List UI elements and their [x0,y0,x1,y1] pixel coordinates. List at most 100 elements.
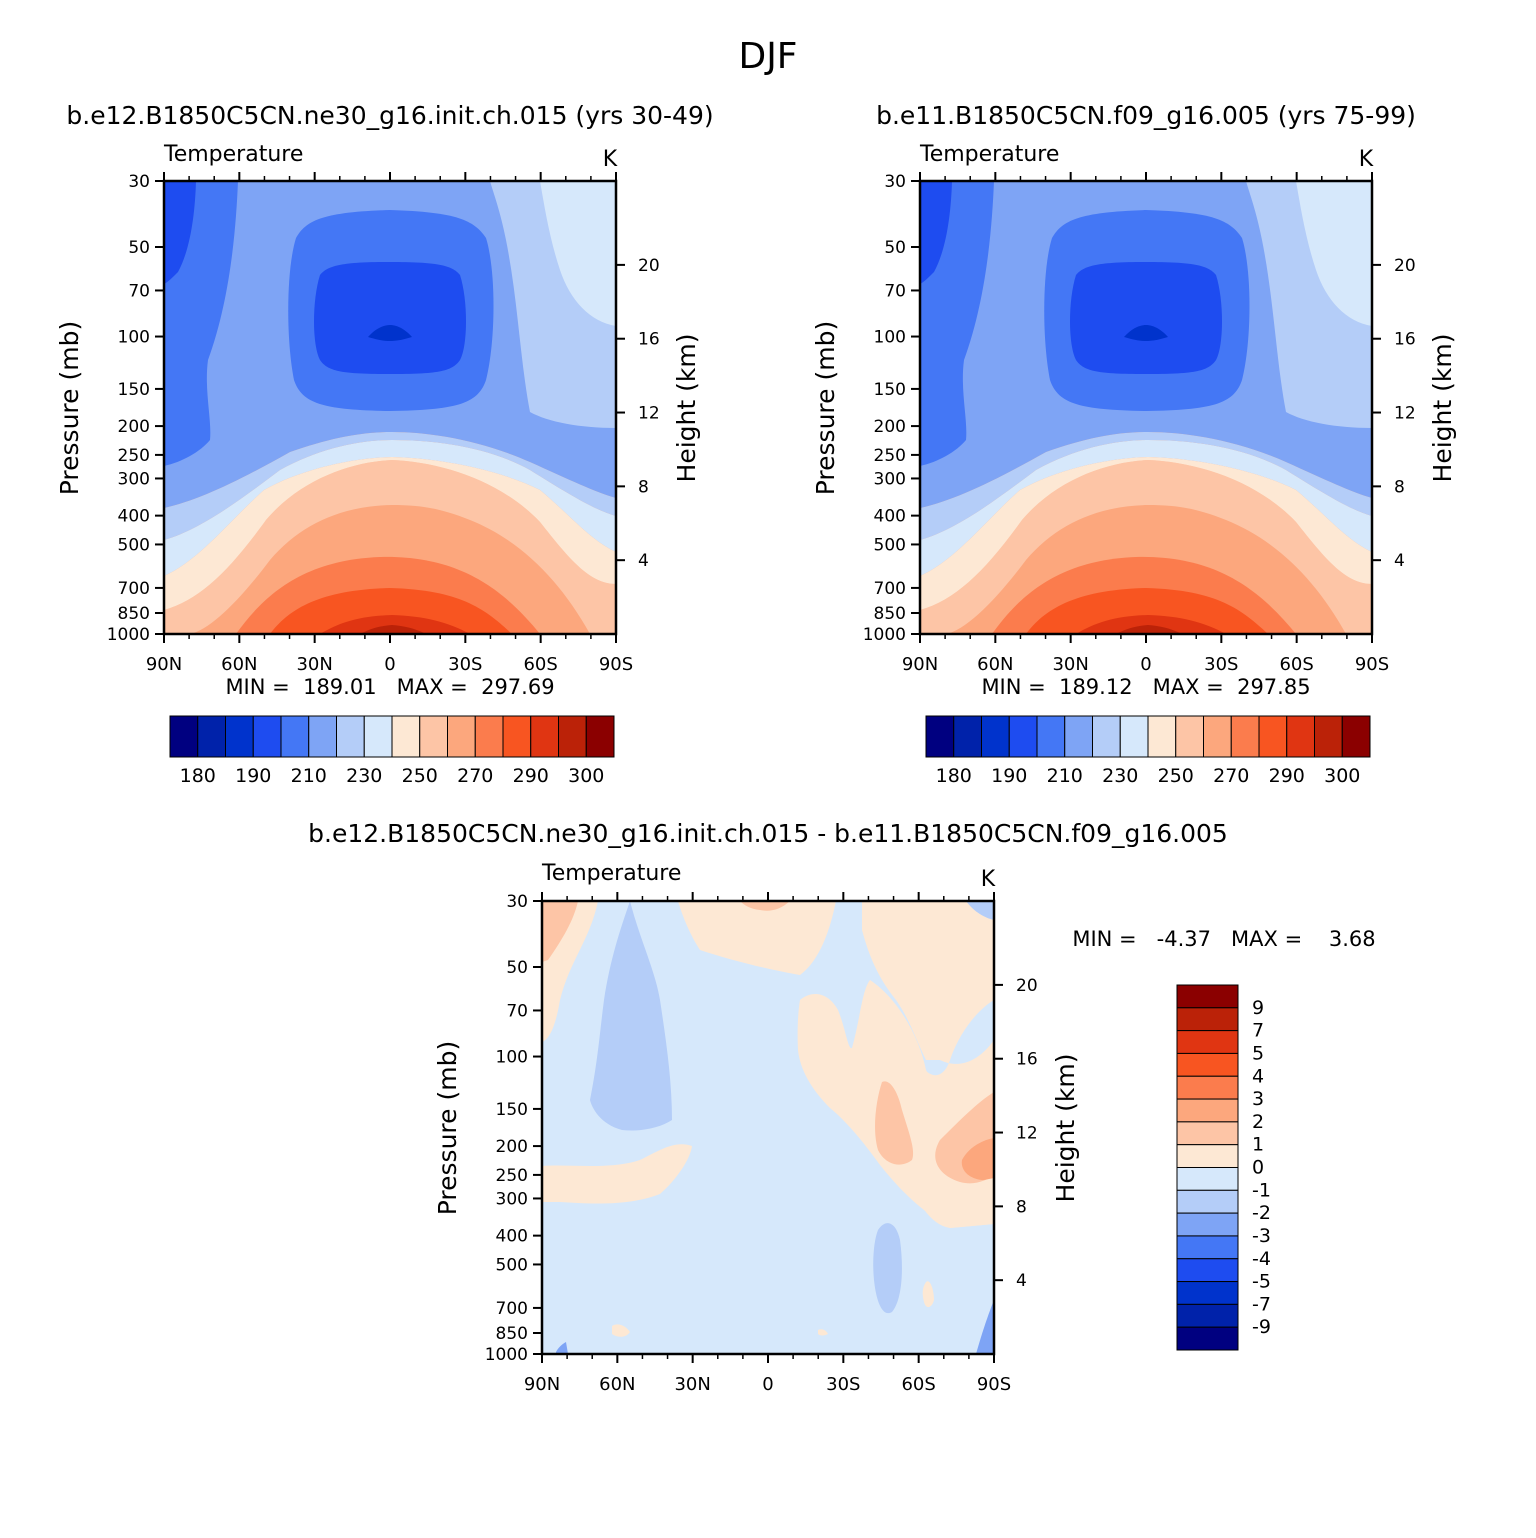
x-tick-label: 0 [384,654,395,675]
contour-band [164,460,616,634]
colorbar-swatch [225,715,254,758]
contour-band [1116,625,1182,634]
panel-1-title: b.e12.B1850C5CN.ne30_g16.init.ch.015 (yr… [66,101,713,130]
panel-model-2: b.e11.B1850C5CN.f09_g16.005 (yrs 75-99) … [811,101,1457,787]
panel-2-colorbar: 180 190 210 230 250 270 290 300 [925,715,1371,787]
colorbar-label: 190 [991,765,1027,787]
right-tick-label: 20 [638,256,660,276]
right-tick-label: 20 [1394,256,1416,276]
colorbar-label: 290 [1269,765,1305,787]
right-tick-label: 16 [1394,330,1416,350]
colorbar-label: 290 [513,765,549,787]
x-tick-label: 30S [1204,654,1238,675]
y-tick-label: 300 [118,469,150,489]
right-tick-label: 12 [1016,1124,1038,1144]
x-tick-label: 90N [902,654,938,675]
colorbar-swatch [1176,1098,1239,1123]
y-tick-label: 250 [874,446,906,466]
contour-band [966,901,994,920]
colorbar-swatch [1176,1326,1239,1351]
x-tick-label: 30S [826,1374,860,1395]
colorbar-label: 180 [936,765,972,787]
y-tick-label: 850 [118,604,150,624]
colorbar-swatch [1092,715,1121,758]
x-tick-label: 90N [524,1374,560,1395]
contour-band [320,615,470,634]
colorbar-swatch [169,715,199,758]
contour-band [1076,615,1226,634]
panel-3-field-label: Temperature [541,861,681,886]
colorbar-swatch [1176,1189,1239,1214]
panel-3-title: b.e12.B1850C5CN.ne30_g16.init.ch.015 - b… [308,819,1228,848]
colorbar-label: 210 [1047,765,1083,787]
panel-2-title: b.e11.B1850C5CN.f09_g16.005 (yrs 75-99) [876,101,1416,130]
contour-band [1296,181,1372,326]
x-tick-label: 90N [146,654,182,675]
y-tick-label: 400 [118,507,150,527]
y-tick-label: 70 [128,281,150,301]
panel-2-min-max: MIN = 189.12 MAX = 297.85 [981,675,1310,699]
colorbar-label: 4 [1252,1065,1264,1087]
contour-band [1026,588,1268,634]
colorbar-label: 230 [1102,765,1138,787]
panel-1-min-max: MIN = 189.01 MAX = 297.69 [225,675,554,699]
y-tick-label: 150 [496,1100,528,1120]
colorbar-label: 270 [1213,765,1249,787]
colorbar-swatch [474,715,504,758]
x-tick-label: 0 [762,1374,773,1395]
colorbar-swatch [391,715,421,758]
y-tick-label: 250 [118,446,150,466]
colorbar-swatch [252,715,282,758]
colorbar-label: -2 [1252,1202,1271,1224]
y-tick-label: 150 [874,380,906,400]
colorbar-swatch [1036,715,1066,758]
colorbar-swatch [1203,715,1232,758]
colorbar-swatch [1176,1258,1239,1283]
y-tick-label: 50 [506,958,528,978]
y-tick-label: 700 [874,579,906,599]
colorbar-swatch [1314,715,1343,758]
colorbar-label: -9 [1252,1316,1271,1338]
y-tick-label: 300 [874,469,906,489]
colorbar-swatch [981,715,1010,758]
y-tick-label: 30 [884,172,906,192]
right-tick-label: 16 [1016,1050,1038,1070]
y-tick-label: 850 [874,604,906,624]
right-tick-label: 12 [638,404,660,424]
y-tick-label: 700 [496,1299,528,1319]
colorbar-label: -1 [1252,1179,1271,1201]
panel-2-right-ylabel: Height (km) [1428,334,1457,483]
contour-band [164,432,616,540]
contour-band [740,901,790,911]
colorbar-swatch [1176,1030,1239,1054]
y-tick-label: 500 [874,535,906,555]
x-tick-label: 60N [977,654,1013,675]
colorbar-label: -5 [1252,1271,1271,1293]
y-tick-label: 850 [496,1324,528,1344]
contour-band [1070,262,1222,374]
y-tick-label: 70 [884,281,906,301]
colorbar-swatch [953,715,982,758]
x-tick-label: 30N [1052,654,1088,675]
x-tick-label: 30S [448,654,482,675]
contour-band [873,1223,902,1314]
colorbar-swatch [1008,715,1038,758]
colorbar-label: 270 [457,765,493,787]
contour-band [818,1329,828,1336]
colorbar-swatch [1230,715,1260,758]
y-tick-label: 100 [874,328,906,348]
y-tick-label: 200 [118,417,150,437]
contour-band [542,1144,692,1204]
contour-band [164,181,196,284]
colorbar-swatch [419,715,448,758]
colorbar-label: 2 [1252,1111,1264,1133]
x-tick-label: 60N [599,1374,635,1395]
colorbar-swatch [1286,715,1315,758]
contour-band [678,901,836,975]
contour-band [920,432,1372,540]
panel-2-contour-field [920,181,1372,634]
right-tick-label: 8 [1394,477,1405,497]
contour-band [920,460,1372,634]
y-tick-label: 1000 [863,625,906,645]
